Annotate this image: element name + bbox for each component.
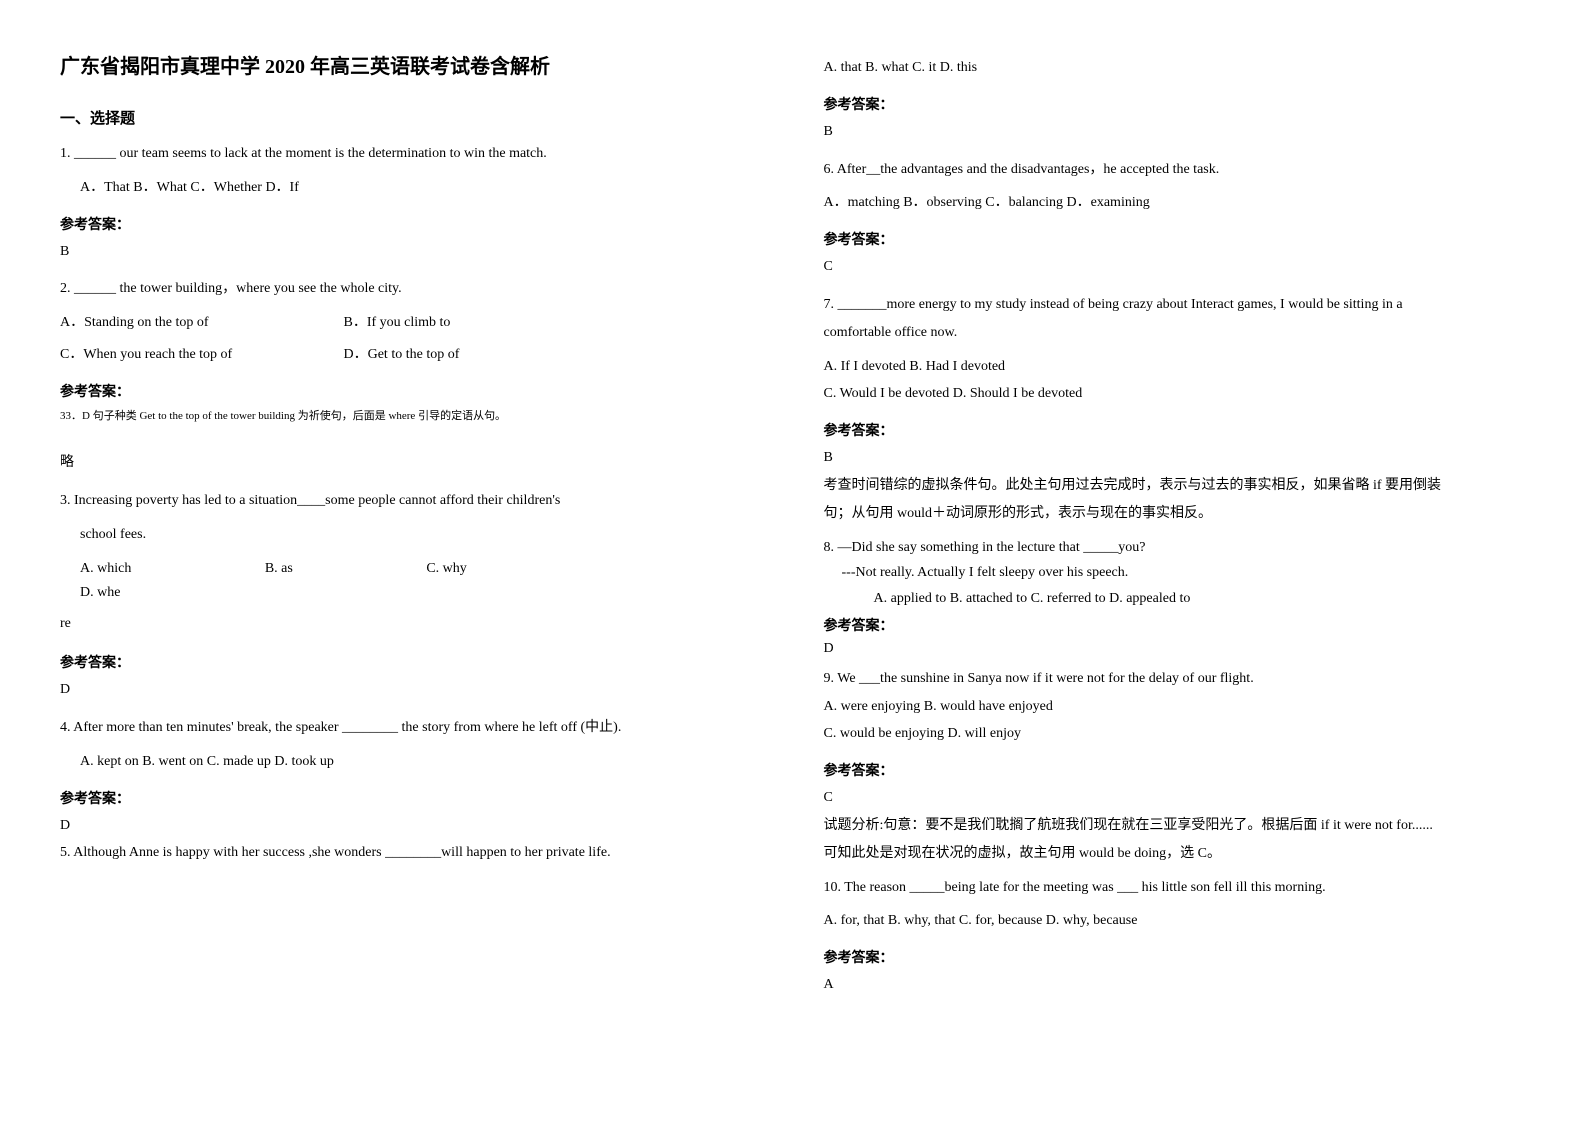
question-10: 10. The reason _____being late for the m…	[824, 876, 1528, 900]
question-2: 2. ______ the tower building，where you s…	[60, 277, 764, 301]
question-8-options: A. applied to B. attached to C. referred…	[874, 587, 1528, 611]
question-9-answer: C	[824, 786, 1528, 810]
question-9-options-row2: C. would be enjoying D. will enjoy	[824, 722, 1528, 746]
question-9-explain1: 试题分析:句意：要不是我们耽搁了航班我们现在就在三亚享受阳光了。根据后面 if …	[824, 814, 1528, 838]
q2-opt-d: D．Get to the top of	[344, 347, 460, 362]
question-7-line2: comfortable office now.	[824, 321, 1528, 345]
question-7-explain1: 考查时间错综的虚拟条件句。此处主句用过去完成时，表示与过去的事实相反，如果省略 …	[824, 474, 1528, 498]
right-column: A. that B. what C. it D. this 参考答案： B 6.…	[824, 50, 1528, 1072]
question-4-options: A. kept on B. went on C. made up D. took…	[80, 750, 764, 774]
q2-opt-c: C．When you reach the top of	[60, 343, 340, 367]
question-8: 8. —Did she say something in the lecture…	[824, 536, 1528, 560]
question-3-line2: school fees.	[80, 523, 764, 547]
question-7-options-row1: A. If I devoted B. Had I devoted	[824, 355, 1528, 379]
answer-label: 参考答案：	[824, 615, 1528, 635]
question-1: 1. ______ our team seems to lack at the …	[60, 142, 764, 166]
question-7-answer: B	[824, 446, 1528, 470]
question-9-options-row1: A. were enjoying B. would have enjoyed	[824, 695, 1528, 719]
answer-label: 参考答案：	[60, 214, 764, 234]
question-3: 3. Increasing poverty has led to a situa…	[60, 489, 764, 513]
question-5-answer: B	[824, 120, 1528, 144]
question-3-opt-d-cont: re	[60, 612, 764, 636]
question-4-answer: D	[60, 814, 764, 838]
q3-opt-a: A. which	[80, 557, 131, 581]
answer-label: 参考答案：	[824, 947, 1528, 967]
question-2-note: 33．D 句子种类 Get to the top of the tower bu…	[60, 407, 764, 426]
section-header: 一、选择题	[60, 107, 764, 128]
answer-label: 参考答案：	[824, 229, 1528, 249]
question-2-options-row2: C．When you reach the top of D．Get to the…	[60, 343, 764, 367]
question-5: 5. Although Anne is happy with her succe…	[60, 841, 764, 865]
q2-opt-a: A．Standing on the top of	[60, 311, 340, 335]
question-7-options-row2: C. Would I be devoted D. Should I be dev…	[824, 382, 1528, 406]
question-9: 9. We ___the sunshine in Sanya now if it…	[824, 667, 1528, 691]
answer-label: 参考答案：	[60, 788, 764, 808]
q3-opt-c: C. why	[426, 557, 466, 581]
question-8-line2: ---Not really. Actually I felt sleepy ov…	[842, 561, 1528, 585]
question-7-explain2: 句；从句用 would＋动词原形的形式，表示与现在的事实相反。	[824, 502, 1528, 526]
question-6: 6. After__the advantages and the disadva…	[824, 158, 1528, 182]
answer-label: 参考答案：	[824, 420, 1528, 440]
answer-label: 参考答案：	[60, 652, 764, 672]
left-column: 广东省揭阳市真理中学 2020 年高三英语联考试卷含解析 一、选择题 1. __…	[60, 50, 764, 1072]
question-10-options: A. for, that B. why, that C. for, becaus…	[824, 909, 1528, 933]
question-6-answer: C	[824, 255, 1528, 279]
question-2-options-row1: A．Standing on the top of B．If you climb …	[60, 311, 764, 335]
answer-label: 参考答案：	[824, 760, 1528, 780]
question-2-lue: 略	[60, 451, 764, 475]
q3-opt-b: B. as	[265, 557, 293, 581]
document-title: 广东省揭阳市真理中学 2020 年高三英语联考试卷含解析	[60, 50, 764, 79]
q3-opt-d: D. whe	[80, 581, 120, 605]
question-10-answer: A	[824, 973, 1528, 997]
answer-label: 参考答案：	[824, 94, 1528, 114]
question-8-answer: D	[824, 637, 1528, 661]
question-3-options: A. which B. as C. why D. whe	[80, 557, 764, 605]
question-4: 4. After more than ten minutes' break, t…	[60, 716, 764, 740]
question-1-answer: B	[60, 240, 764, 264]
question-3-answer: D	[60, 678, 764, 702]
answer-label: 参考答案：	[60, 381, 764, 401]
question-6-options: A．matching B．observing C．balancing D．exa…	[824, 191, 1528, 215]
question-9-explain2: 可知此处是对现在状况的虚拟，故主句用 would be doing，选 C。	[824, 842, 1528, 866]
question-1-options: A．That B．What C．Whether D．If	[80, 176, 764, 200]
question-5-options: A. that B. what C. it D. this	[824, 56, 1528, 80]
question-7: 7. _______more energy to my study instea…	[824, 293, 1528, 317]
q2-opt-b: B．If you climb to	[344, 315, 451, 330]
